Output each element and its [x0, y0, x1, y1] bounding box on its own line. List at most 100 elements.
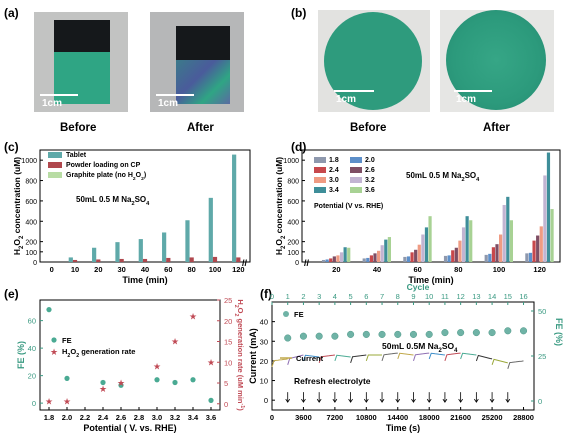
data-point-rate: ★: [189, 312, 197, 322]
x-tick-label: 2.6: [116, 413, 126, 422]
legend-label: 3.2: [365, 177, 375, 184]
y-tick-label: 20: [260, 357, 268, 366]
x-tick-label: 0: [270, 413, 274, 422]
legend-label: H2O2 generation rate: [62, 347, 135, 359]
bar: [539, 226, 543, 262]
y-tick-label-right: 50: [538, 307, 546, 316]
x-axis-title: Time (min): [122, 275, 167, 285]
scale-label: 1cm: [158, 98, 179, 109]
data-point-fe: [315, 332, 323, 340]
plot-frame: [39, 149, 251, 263]
data-point-fe: [190, 377, 196, 383]
current-trace: [365, 354, 382, 362]
y-tick-label-right: 15: [224, 338, 232, 347]
bar: [451, 250, 455, 262]
x-tick-label: 60: [413, 265, 421, 274]
y-tick-label: 400: [287, 219, 299, 226]
chart-annotation: 50mL 0.5M Na2SO4: [382, 341, 458, 354]
y-tick-label: 800: [287, 179, 299, 186]
bar: [336, 255, 340, 262]
scale-label: 1cm: [456, 94, 477, 105]
bar: [232, 154, 237, 262]
bar: [369, 255, 373, 262]
bar: [525, 253, 529, 262]
bar: [461, 227, 466, 262]
x-tick-label: 25200: [482, 413, 503, 422]
legend-title: Potential (V vs. RHE): [314, 203, 383, 210]
x-tick-label: 2.0: [62, 413, 72, 422]
bar: [325, 259, 329, 262]
bar: [119, 258, 124, 262]
bar: [499, 234, 503, 262]
tablet-disc: [446, 10, 546, 110]
x-tick-label: 2.2: [80, 413, 90, 422]
x-tick-label: 30: [117, 265, 125, 274]
plot-frame: [39, 299, 221, 411]
bar: [366, 257, 370, 262]
bar: [373, 253, 377, 262]
bar: [536, 235, 540, 262]
top-tick-label: 8: [396, 292, 400, 301]
y-tick-label-right: 20: [224, 317, 232, 326]
current-trace: [475, 354, 493, 362]
data-point-fe: [154, 377, 160, 383]
legend-swatch: [350, 157, 362, 163]
legend-swatch: [48, 152, 62, 158]
scale-label: 1cm: [42, 98, 63, 109]
y-tick-label: 200: [25, 240, 37, 247]
bar: [339, 252, 344, 262]
scale-bar: [334, 90, 374, 92]
y-tick-label: 100: [287, 250, 299, 257]
bar: [332, 256, 336, 262]
electrolyte-note: Refresh electrolyte: [294, 376, 371, 386]
data-point-fe: [441, 329, 449, 337]
y-tick-label: 1000: [283, 158, 299, 165]
axis-break: //: [242, 258, 248, 268]
refresh-arrow-head: [489, 398, 495, 403]
y-tick-label: 1000: [21, 158, 37, 165]
bar: [417, 244, 421, 262]
data-point-rate: ★: [171, 337, 179, 347]
y-tick-label-right: 5: [224, 379, 228, 388]
data-point-fe: [284, 334, 292, 342]
bar: [502, 204, 506, 262]
y-tick-label: 600: [25, 199, 37, 206]
x-tick-label: 18000: [419, 413, 440, 422]
refresh-arrow-head: [285, 398, 291, 403]
panel-label-b: (b): [291, 6, 307, 20]
current-trace: [334, 354, 351, 362]
current-trace: [460, 352, 477, 360]
legend-label: Current: [296, 354, 324, 363]
data-point-fe: [172, 379, 178, 386]
bar: [377, 250, 381, 262]
photo-a-before: 1cm: [34, 12, 128, 112]
photo-b-before: 1cm: [318, 10, 430, 112]
bar: [488, 253, 492, 262]
x-tick-label: 80: [187, 265, 195, 274]
bar: [469, 220, 473, 262]
legend-label: Powder loading on CP: [66, 162, 141, 169]
y-tick-label: 400: [25, 219, 37, 226]
y-tick-label: 100: [25, 250, 37, 257]
tape-region: [54, 20, 110, 52]
x-tick-label: 120: [232, 265, 245, 274]
plot-frame: [301, 149, 561, 263]
legend-label: 2.4: [329, 167, 339, 174]
y-tick-label: 0: [32, 399, 36, 408]
x-tick-label: 28800: [513, 413, 534, 422]
y-tick-label: 200: [287, 240, 299, 247]
x-tick-label: 14400: [387, 413, 408, 422]
y-tick-label-right: 25: [224, 296, 232, 305]
top-tick-label: 7: [380, 292, 384, 301]
bar: [410, 252, 414, 262]
bar: [208, 197, 213, 262]
bar: [543, 175, 547, 262]
top-tick-label: 9: [411, 292, 415, 301]
data-point-fe: [64, 375, 70, 381]
x-tick-label: 3.0: [152, 413, 162, 422]
y-tick-label: 800: [25, 179, 37, 186]
electrode-region: [54, 52, 110, 104]
refresh-arrow-head: [426, 398, 432, 403]
legend-swatch: [283, 311, 289, 317]
refresh-arrow-head: [411, 398, 416, 403]
